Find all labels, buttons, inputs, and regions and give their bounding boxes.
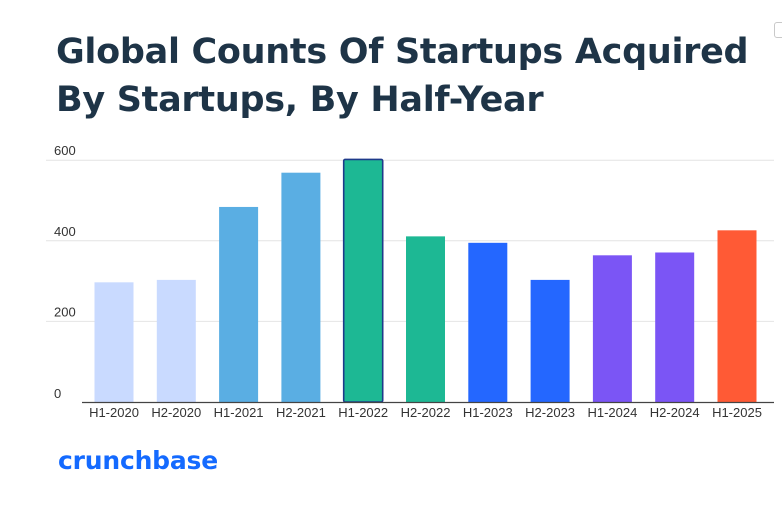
x-tick-label: H1-2020 [89, 405, 139, 420]
x-tick-label: H1-2021 [214, 405, 264, 420]
x-tick-label: H1-2022 [338, 405, 388, 420]
bar-h1-2022 [342, 158, 384, 403]
x-axis-ticks: H1-2020 H2-2020 H1-2021 H2-2021 H1-2022 H2-20… [89, 405, 762, 420]
chart-title: Global Counts Of Startups Acquired By St… [56, 32, 749, 120]
x-tick-label: H2-2023 [525, 405, 575, 420]
bar-h2-2022 [406, 236, 445, 402]
y-tick-label: 400 [54, 224, 76, 239]
y-tick-label: 200 [54, 304, 76, 319]
y-tick-label: 0 [54, 386, 61, 401]
bar-h2-2021 [281, 172, 321, 402]
x-tick-label: H2-2024 [650, 405, 700, 420]
bar-h1-2025 [717, 230, 757, 402]
bar-h2-2020 [156, 279, 196, 402]
x-tick-label: H2-2022 [401, 405, 451, 420]
crunchbase-logo: crunchbase [58, 446, 218, 475]
x-tick-label: H2-2021 [276, 405, 326, 420]
bar-h1-2020 [94, 282, 134, 402]
bar-h1-2023 [468, 242, 508, 402]
x-tick-label: H2-2020 [151, 405, 201, 420]
y-tick-label: 600 [54, 143, 76, 158]
bar-h1-2021 [219, 206, 259, 402]
bar-h2-2023 [530, 279, 570, 402]
window-edge-icon [774, 22, 782, 38]
bar-h2-2024 [655, 252, 695, 402]
bars [94, 158, 757, 403]
bar-h1-2024 [592, 255, 632, 402]
x-tick-label: H1-2025 [712, 405, 762, 420]
x-tick-label: H1-2023 [463, 405, 513, 420]
y-axis-ticks: 0 200 400 600 [54, 143, 76, 401]
x-tick-label: H1-2024 [587, 405, 637, 420]
